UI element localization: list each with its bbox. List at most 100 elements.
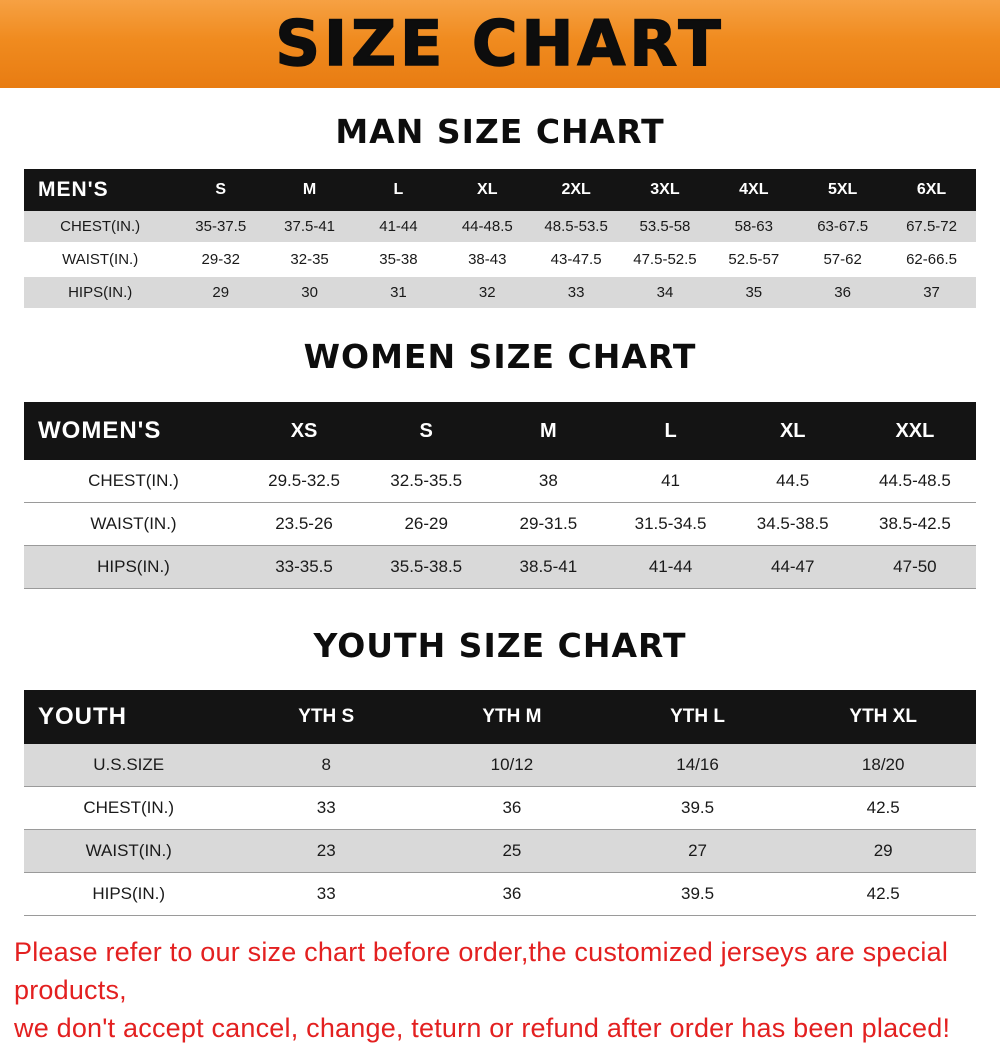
value-cell: 35.5-38.5	[390, 557, 463, 576]
value-cell: 39.5	[680, 884, 715, 903]
table-row: U.S.SIZE 8 10/12 14/16 18/20	[24, 744, 976, 787]
value-cell: 23	[316, 841, 336, 860]
value-cell: 36	[502, 884, 522, 903]
value-cell: 38.5-42.5	[878, 514, 951, 533]
men-size-table: MEN'S S M L XL 2XL 3XL 4XL 5XL 6XL CHEST(IN.) 35-37…	[24, 169, 976, 310]
value-cell: 35-37.5	[195, 218, 247, 235]
row-label-cell: CHEST(IN.)	[88, 471, 179, 490]
size-header-cell: M	[487, 402, 610, 460]
value-cell: 37.5-41	[284, 218, 336, 235]
row-label-cell: WAIST(IN.)	[62, 251, 139, 268]
table-row: CHEST(IN.) 29.5-32.5 32.5-35.5 38 41 44.5 44.5…	[24, 460, 976, 503]
value-cell: 10/12	[490, 755, 534, 774]
table-row: HIPS(IN.) 33-35.5 35.5-38.5 38.5-41 41-44 44-…	[24, 545, 976, 589]
value-cell: 35	[745, 284, 763, 301]
footer-note: Please refer to our size chart before or…	[14, 934, 986, 1047]
table-row: WAIST(IN.) 23 25 27 29	[24, 829, 976, 873]
size-header-cell: L	[609, 402, 732, 460]
women-section-heading: WOMEN SIZE CHART	[303, 337, 697, 376]
value-cell: 35-38	[379, 251, 418, 268]
value-cell: 38.5-41	[519, 557, 578, 576]
table-title-cell: WOMEN'S	[24, 402, 243, 460]
value-cell: 36	[834, 284, 851, 301]
value-cell: 41	[661, 471, 681, 490]
man-section-heading: MAN SIZE CHART	[335, 112, 665, 151]
value-cell: 43-47.5	[550, 251, 602, 268]
value-cell: 32	[478, 284, 496, 301]
value-cell: 33-35.5	[275, 557, 333, 576]
value-cell: 52.5-57	[728, 251, 780, 268]
value-cell: 44.5-48.5	[878, 471, 951, 490]
table-row: HIPS(IN.) 33 36 39.5 42.5	[24, 872, 976, 916]
value-cell: 29-32	[201, 251, 240, 268]
table-row: HIPS(IN.) 29 30 31 32 33 34 35 36 37	[24, 276, 976, 309]
footer-line-2: we don't accept cancel, change, teturn o…	[14, 1012, 951, 1043]
size-header-cell: XL	[731, 402, 854, 460]
value-cell: 63-67.5	[817, 218, 869, 235]
row-label-cell: HIPS(IN.)	[97, 557, 170, 576]
size-header-cell: XL	[442, 169, 532, 211]
size-header-cell: S	[365, 402, 488, 460]
value-cell: 25	[502, 841, 522, 860]
size-header-cell: 3XL	[620, 169, 710, 211]
row-label-cell: WAIST(IN.)	[85, 841, 172, 860]
value-cell: 47.5-52.5	[633, 251, 697, 268]
value-cell: 42.5	[866, 798, 900, 817]
value-cell: 47-50	[893, 557, 937, 576]
table-row: CHEST(IN.) 35-37.5 37.5-41 41-44 44-48.5 48.5…	[24, 211, 976, 243]
value-cell: 48.5-53.5	[544, 218, 608, 235]
size-header-cell: XS	[242, 402, 366, 460]
row-label-cell: U.S.SIZE	[93, 755, 165, 774]
value-cell: 18/20	[861, 755, 905, 774]
size-header-cell: YTH XL	[790, 690, 976, 744]
value-cell: 38-43	[468, 251, 507, 268]
banner-title: SIZE CHART	[275, 7, 725, 80]
value-cell: 57-62	[823, 251, 862, 268]
value-cell: 44-48.5	[461, 218, 513, 235]
value-cell: 29	[873, 841, 893, 860]
value-cell: 39.5	[680, 798, 715, 817]
size-header-cell: YTH S	[233, 690, 420, 744]
size-header-cell: L	[354, 169, 443, 211]
size-header-cell: M	[265, 169, 354, 211]
value-cell: 33	[567, 284, 585, 301]
table-title-cell: MEN'S	[24, 169, 177, 211]
value-cell: 58-63	[734, 218, 773, 235]
footer-line-1: Please refer to our size chart before or…	[14, 937, 949, 1005]
value-cell: 32-35	[290, 251, 329, 268]
table-header-row: YOUTH YTH S YTH M YTH L YTH XL	[24, 690, 976, 744]
value-cell: 62-66.5	[906, 251, 957, 268]
value-cell: 38	[538, 471, 558, 490]
youth-section-heading: YOUTH SIZE CHART	[313, 626, 687, 665]
value-cell: 30	[301, 284, 318, 301]
size-header-cell: XXL	[853, 402, 976, 460]
value-cell: 29-31.5	[519, 514, 578, 533]
value-cell: 33	[316, 884, 336, 903]
value-cell: 31.5-34.5	[634, 514, 707, 533]
table-header-row: WOMEN'S XS S M L XL XXL	[24, 402, 976, 460]
value-cell: 8	[321, 755, 331, 774]
table-row: WAIST(IN.) 23.5-26 26-29 29-31.5 31.5-34.5 34…	[24, 502, 976, 546]
table-title-cell: YOUTH	[24, 690, 234, 744]
value-cell: 41-44	[379, 218, 418, 235]
value-cell: 67.5-72	[906, 218, 957, 235]
table-row: WAIST(IN.) 29-32 32-35 35-38 38-43 43-47.5 47.…	[24, 243, 976, 276]
women-size-table: WOMEN'S XS S M L XL XXL CHEST(IN.) 29.5-32.5 32.5…	[24, 402, 976, 589]
value-cell: 37	[923, 284, 940, 301]
row-label-cell: HIPS(IN.)	[92, 884, 166, 903]
value-cell: 36	[502, 798, 522, 817]
size-header-cell: 5XL	[798, 169, 888, 211]
row-label-cell: CHEST(IN.)	[83, 798, 175, 817]
youth-size-table: YOUTH YTH S YTH M YTH L YTH XL U.S.SIZE 8 10/12…	[24, 690, 976, 916]
size-header-cell: YTH L	[604, 690, 791, 744]
value-cell: 23.5-26	[275, 514, 333, 533]
value-cell: 44-47	[770, 557, 815, 576]
size-header-cell: 6XL	[887, 169, 976, 211]
value-cell: 33	[316, 798, 336, 817]
value-cell: 26-29	[404, 514, 448, 533]
value-cell: 14/16	[676, 755, 719, 774]
value-cell: 44.5	[776, 471, 810, 490]
row-label-cell: CHEST(IN.)	[60, 218, 141, 235]
value-cell: 53.5-58	[639, 218, 691, 235]
size-header-cell: 2XL	[531, 169, 621, 211]
